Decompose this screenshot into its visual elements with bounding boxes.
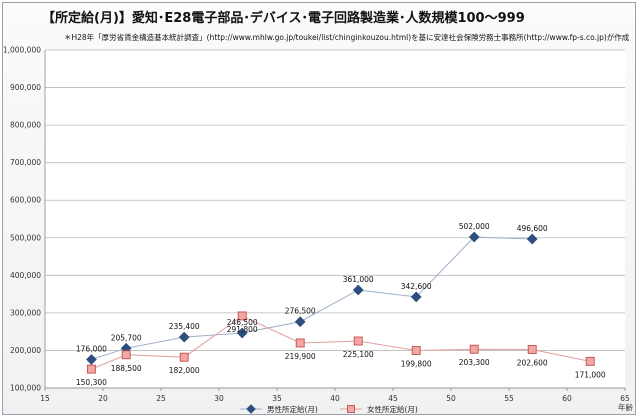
- data-label: 291,800: [227, 325, 258, 334]
- x-tick-label: 55: [504, 394, 514, 403]
- data-label: 276,500: [285, 307, 316, 316]
- y-tick-label: 500,000: [10, 233, 41, 242]
- y-tick-label: 600,000: [10, 196, 41, 205]
- series-marker-square: [469, 344, 479, 354]
- x-tick-label: 30: [214, 394, 224, 403]
- series-marker-diamond: [86, 354, 97, 365]
- x-tick-label: 50: [446, 394, 456, 403]
- series-marker-square: [353, 336, 363, 346]
- series-marker-diamond: [246, 404, 256, 414]
- data-label: 219,900: [285, 352, 316, 361]
- data-label: 171,000: [575, 370, 606, 379]
- series-marker-square: [347, 405, 355, 413]
- legend: 男性所定給(月) 女性所定給(月): [240, 404, 418, 414]
- chart-subtitle: ＊H28年「厚労省賃金構造基本統計調査」(http://www.mhlw.go.…: [64, 32, 630, 42]
- data-labels: 176,000 205,700 235,400 246,500 276,500 361,0…: [76, 222, 606, 387]
- series-marker-diamond: [410, 291, 422, 303]
- series-marker-diamond: [526, 233, 538, 245]
- data-label: 361,000: [343, 275, 374, 284]
- series-marker-square: [527, 345, 537, 354]
- data-label: 203,300: [459, 358, 490, 367]
- series-marker-diamond: [468, 231, 480, 243]
- series-marker-square: [295, 338, 305, 348]
- series-marker-diamond: [178, 331, 190, 343]
- x-tick-label: 35: [272, 394, 282, 403]
- grid: [45, 49, 625, 389]
- series-line-1: [91, 315, 591, 370]
- series-marker-square: [86, 364, 96, 374]
- y-tick-label: 700,000: [10, 158, 41, 167]
- y-tick-label: 1,000,000: [3, 46, 41, 55]
- y-tick-label: 100,000: [10, 384, 41, 393]
- series-marker-diamond: [236, 327, 248, 339]
- series-marker-square: [121, 350, 131, 360]
- x-tick-label: 25: [156, 394, 166, 403]
- x-axis-label: 年齢: [618, 402, 633, 412]
- data-label: 176,000: [76, 344, 107, 353]
- x-tick-label: 20: [98, 394, 108, 403]
- data-label: 246,500: [227, 318, 258, 327]
- data-label: 342,600: [401, 282, 432, 291]
- y-tick-label: 300,000: [10, 308, 41, 317]
- x-tick-label: 65: [620, 394, 630, 403]
- series-marker-diamond: [352, 284, 364, 296]
- legend-label: 女性所定給(月): [367, 404, 418, 414]
- series-marker-square: [179, 352, 189, 362]
- data-label: 188,500: [111, 364, 142, 373]
- y-tick-label: 800,000: [10, 121, 41, 130]
- data-label: 150,300: [76, 378, 107, 387]
- data-label: 182,000: [169, 366, 200, 375]
- data-label: 496,600: [517, 224, 548, 233]
- series-marker-diamond: [294, 316, 306, 328]
- y-tick-label: 900,000: [10, 83, 41, 92]
- legend-label: 男性所定給(月): [267, 404, 318, 414]
- data-label: 225,100: [343, 350, 374, 359]
- series-marker-square: [585, 356, 595, 366]
- data-label: 502,000: [459, 222, 490, 231]
- data-label: 235,400: [169, 322, 200, 331]
- chart-title: 【所定給(月)】愛知･E28電子部品･デバイス･電子回路製造業･人数規模100～…: [42, 10, 525, 26]
- data-label: 205,700: [111, 333, 142, 342]
- data-label: 199,800: [401, 360, 432, 369]
- y-tick-label: 200,000: [10, 346, 41, 355]
- series-marker-square: [411, 346, 421, 355]
- x-tick-label: 60: [562, 394, 572, 403]
- data-label: 202,600: [517, 358, 548, 367]
- axes: 100,000 200,000 300,000 400,000 500,000 600,0…: [3, 46, 630, 404]
- x-tick-label: 45: [388, 394, 398, 403]
- y-tick-label: 400,000: [10, 271, 41, 280]
- series: [86, 231, 595, 374]
- x-tick-label: 15: [40, 394, 50, 403]
- series-marker-square: [237, 311, 247, 321]
- plot-area: [45, 50, 625, 388]
- x-tick-label: 40: [330, 394, 340, 403]
